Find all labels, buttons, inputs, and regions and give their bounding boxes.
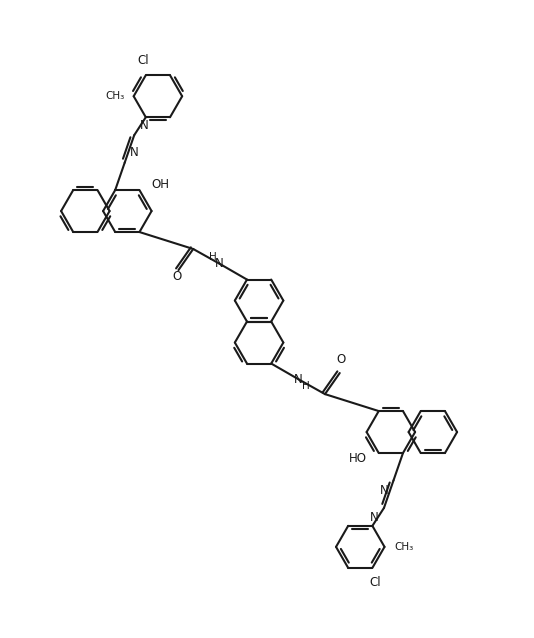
- Text: CH₃: CH₃: [394, 542, 413, 552]
- Text: HO: HO: [349, 452, 367, 465]
- Text: O: O: [173, 271, 182, 283]
- Text: N: N: [130, 147, 139, 160]
- Text: N: N: [215, 257, 224, 271]
- Text: N: N: [380, 484, 388, 496]
- Text: H: H: [302, 381, 309, 391]
- Text: Cl: Cl: [369, 576, 381, 590]
- Text: O: O: [336, 353, 345, 366]
- Text: Cl: Cl: [137, 54, 149, 67]
- Text: N: N: [139, 119, 148, 132]
- Text: CH₃: CH₃: [105, 91, 124, 101]
- Text: N: N: [370, 511, 379, 524]
- Text: N: N: [294, 373, 303, 386]
- Text: OH: OH: [151, 178, 169, 191]
- Text: H: H: [209, 252, 217, 262]
